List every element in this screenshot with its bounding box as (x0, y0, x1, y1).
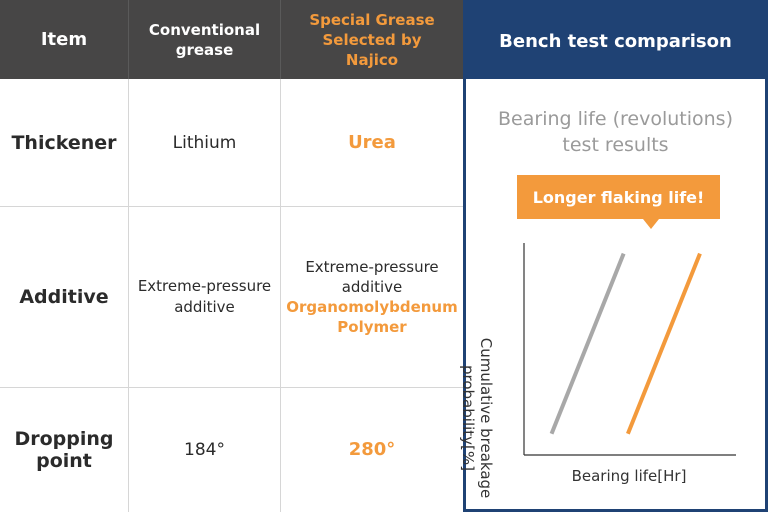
special-additive: Extreme-pressure additive Organomolybden… (281, 207, 463, 387)
series-line-2 (626, 252, 702, 435)
special-additive-plain: Extreme-pressure additive (305, 258, 439, 296)
comparison-table: Item Conventional grease Special Grease … (0, 0, 463, 512)
bench-test-panel: Bench test comparison Bearing life (revo… (459, 0, 768, 512)
callout-badge: Longer flaking life! (517, 175, 720, 219)
x-axis-label: Bearing life[Hr] (571, 467, 687, 485)
chart-marks (549, 252, 702, 435)
header-item: Item (0, 0, 128, 79)
header-conventional: Conventional grease (129, 0, 280, 79)
conventional-dropping-point: 184° (184, 439, 225, 460)
row-label-thickener: Thickener (11, 132, 117, 154)
row-label-additive: Additive (19, 286, 109, 308)
conventional-thickener: Lithium (172, 132, 237, 153)
conventional-additive: Extreme-pressure additive (129, 207, 280, 387)
special-dropping-point: 280° (348, 439, 396, 460)
panel-title: Bench test comparison (466, 3, 765, 79)
special-thickener: Urea (348, 132, 396, 153)
divider (128, 79, 129, 512)
divider (0, 206, 463, 207)
y-axis-label: Cumulative breakage probability[%] (459, 337, 495, 499)
row-label-dropping-point: Dropping point (0, 388, 128, 512)
special-additive-highlight-1: Organomolybdenum (286, 298, 458, 316)
series-line-1 (549, 252, 626, 435)
header-special-text: Special Grease Selected by Najico (309, 10, 435, 69)
callout-tail (643, 219, 659, 229)
conventional-additive-text: Extreme-pressure additive (137, 277, 272, 316)
divider (280, 79, 281, 512)
chart-subtitle-line-2: test results (562, 134, 669, 156)
divider (0, 387, 463, 388)
bench-chart (523, 243, 736, 456)
header-special: Special Grease Selected by Najico (281, 0, 463, 79)
row-label-dropping-point-text: Dropping point (14, 428, 114, 472)
chart-subtitle-line-1: Bearing life (revolutions) (498, 108, 733, 130)
special-additive-highlight-2: Polymer (337, 318, 407, 336)
